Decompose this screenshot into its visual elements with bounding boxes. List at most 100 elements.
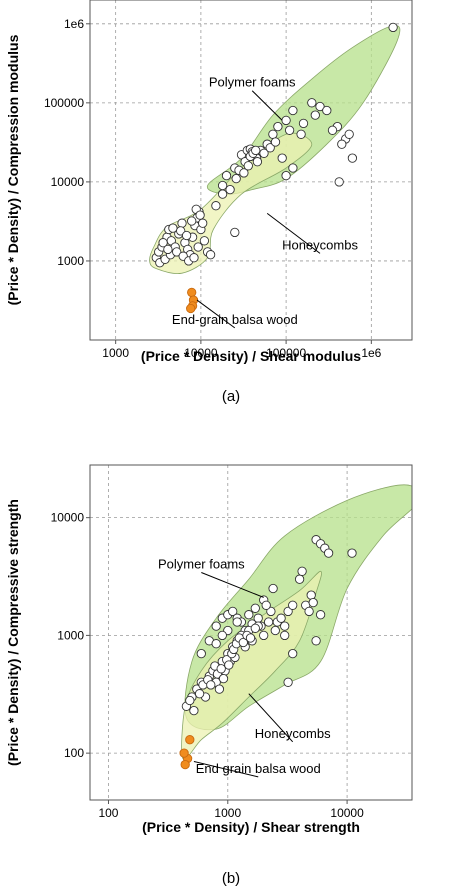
data-point (270, 137, 281, 147)
annotation-leader-line (201, 572, 264, 598)
data-point (284, 125, 295, 135)
annotation-leader-line (193, 760, 259, 778)
data-point (297, 566, 307, 576)
data-point (221, 170, 232, 181)
data-point (296, 129, 306, 139)
data-point (388, 22, 398, 33)
data-point (308, 597, 318, 608)
data-point (232, 617, 242, 627)
data-point (347, 548, 357, 558)
data-point (311, 636, 321, 646)
data-point (196, 648, 206, 659)
data-point (294, 574, 305, 584)
data-point (253, 613, 263, 623)
y-axis-title: (Price * Density) / Compression modulus (5, 34, 21, 305)
data-point (189, 253, 199, 263)
annotation-label: Honeycombs (282, 237, 358, 252)
data-point (187, 216, 197, 226)
data-point (211, 621, 221, 631)
data-point (277, 153, 287, 163)
data-point (217, 630, 227, 641)
data-point (205, 250, 216, 260)
plot-content (179, 484, 412, 770)
data-point (322, 105, 332, 116)
data-point (239, 168, 249, 178)
data-point (283, 677, 293, 687)
data-point (263, 617, 274, 627)
data-point (298, 118, 309, 129)
data-point (187, 287, 197, 298)
data-point (283, 606, 293, 617)
data-point (172, 247, 182, 257)
data-point (158, 238, 168, 248)
data-point (259, 148, 269, 158)
data-point (280, 630, 290, 641)
data-point (214, 684, 225, 694)
annotation-leader-line (266, 212, 321, 254)
data-point (225, 184, 235, 195)
data-point (307, 98, 317, 108)
data-point (163, 244, 173, 255)
data-point (270, 625, 280, 636)
data-point (179, 748, 189, 758)
data-point (211, 201, 221, 211)
chart-panel-a: 1000 10000 100000 1e6 1000 10000 100000 1e6 Poly… (5, 0, 413, 405)
data-point (168, 223, 178, 233)
data-point (252, 157, 263, 167)
x-tick-label: 1e6 (361, 346, 381, 360)
y-tick-label: 10000 (51, 511, 85, 525)
plot-frame (89, 0, 413, 341)
data-point (211, 639, 221, 649)
data-point (268, 583, 278, 594)
data-point (245, 633, 256, 643)
y-tick-label: 1000 (57, 254, 84, 268)
data-point (185, 735, 195, 745)
data-point (185, 695, 195, 706)
data-point (347, 153, 358, 163)
y-tick-label: 100 (64, 746, 84, 760)
data-point (304, 606, 314, 617)
annotation-leader-line (248, 693, 294, 743)
data-point (181, 230, 192, 241)
x-axis-title: (Price * Density) / Shear modulus (141, 348, 361, 364)
data-point (195, 210, 205, 220)
data-point (327, 125, 338, 135)
annotation-label: Honeycombs (255, 726, 331, 741)
data-point (216, 664, 226, 674)
data-point (238, 637, 248, 648)
data-point (334, 177, 344, 187)
data-point (228, 606, 238, 617)
data-point (266, 606, 276, 617)
data-point (224, 660, 234, 670)
y-tick-label: 100000 (44, 96, 84, 110)
data-point (288, 648, 298, 659)
y-tick-label: 10000 (51, 175, 85, 189)
data-point (280, 621, 290, 631)
data-point (265, 143, 275, 153)
y-tick-label: 1000 (57, 628, 84, 642)
annotation-label: Polymer foams (158, 556, 245, 571)
data-point (288, 163, 298, 173)
data-point (250, 623, 260, 633)
data-point (281, 115, 291, 126)
data-point (273, 121, 283, 132)
data-point (199, 236, 210, 246)
data-point (288, 600, 298, 610)
data-point (281, 170, 291, 181)
annotation-label: End-grain balsa wood (172, 312, 298, 327)
data-point (218, 673, 229, 684)
x-tick-label: 100 (98, 806, 118, 820)
x-axis-title: (Price * Density) / Shear strength (142, 819, 360, 835)
panel-caption: (a) (222, 388, 240, 405)
data-point (288, 105, 298, 116)
x-tick-label: 10000 (330, 806, 364, 820)
data-point (259, 630, 269, 641)
data-point (268, 129, 278, 139)
data-point (310, 110, 320, 120)
annotation-label: End grain balsa wood (196, 761, 321, 776)
data-point (337, 139, 347, 149)
y-axis-title: (Price * Density) / Compressive strength (5, 499, 21, 766)
data-point (186, 303, 196, 314)
data-point (276, 613, 286, 623)
